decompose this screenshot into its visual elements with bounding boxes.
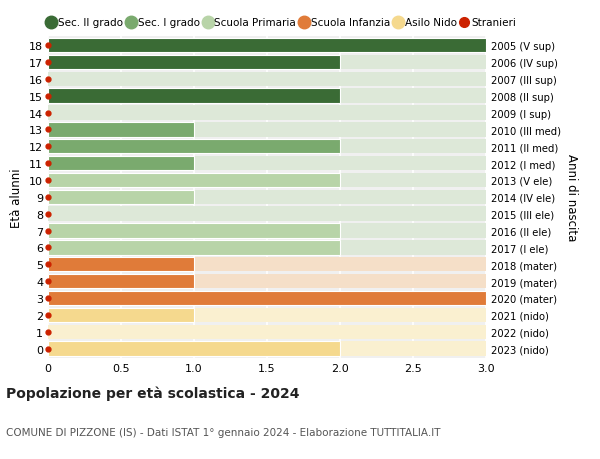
Bar <box>48 325 486 339</box>
Bar <box>48 140 340 154</box>
Bar <box>48 224 340 238</box>
Bar <box>48 157 486 171</box>
Bar <box>48 207 486 221</box>
Bar <box>48 274 194 289</box>
Bar <box>48 190 194 205</box>
Bar <box>48 56 340 70</box>
Bar <box>48 157 194 171</box>
Bar <box>48 39 486 53</box>
Bar <box>48 291 486 305</box>
Bar <box>48 257 194 272</box>
Bar <box>48 90 340 104</box>
Text: COMUNE DI PIZZONE (IS) - Dati ISTAT 1° gennaio 2024 - Elaborazione TUTTITALIA.IT: COMUNE DI PIZZONE (IS) - Dati ISTAT 1° g… <box>6 427 440 437</box>
Bar <box>48 39 486 53</box>
Bar <box>48 291 486 305</box>
Bar <box>48 224 486 238</box>
Legend: Sec. II grado, Sec. I grado, Scuola Primaria, Scuola Infanzia, Asilo Nido, Stran: Sec. II grado, Sec. I grado, Scuola Prim… <box>49 18 516 28</box>
Bar <box>48 308 194 322</box>
Bar <box>48 190 486 205</box>
Bar <box>48 90 486 104</box>
Bar <box>48 123 194 137</box>
Bar <box>48 174 486 188</box>
Y-axis label: Anni di nascita: Anni di nascita <box>565 154 578 241</box>
Bar <box>48 106 486 120</box>
Bar <box>48 56 486 70</box>
Text: Popolazione per età scolastica - 2024: Popolazione per età scolastica - 2024 <box>6 386 299 400</box>
Y-axis label: Età alunni: Età alunni <box>10 168 23 227</box>
Bar <box>48 341 340 356</box>
Bar <box>48 123 486 137</box>
Bar <box>48 241 340 255</box>
Bar <box>48 341 486 356</box>
Bar <box>48 73 486 87</box>
Bar <box>48 174 340 188</box>
Bar <box>48 308 486 322</box>
Bar <box>48 257 486 272</box>
Bar <box>48 140 486 154</box>
Bar <box>48 241 486 255</box>
Bar <box>48 274 486 289</box>
